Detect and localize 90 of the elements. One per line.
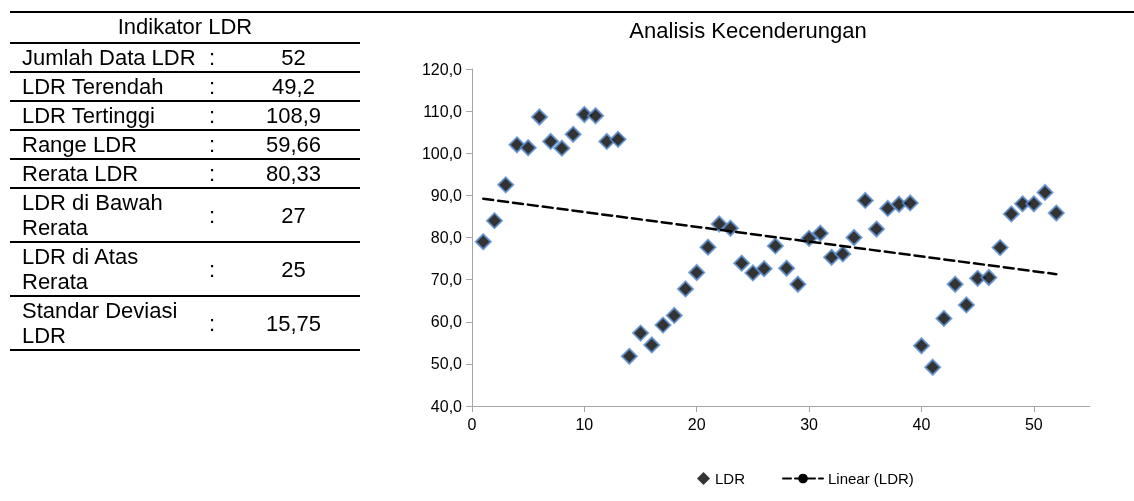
y-tick-label: 70,0 xyxy=(430,271,463,289)
category-label: LDR di Bawah Rerata xyxy=(10,188,197,242)
point xyxy=(766,237,784,255)
y-tick-label: 100,0 xyxy=(421,144,463,162)
x-tick-label: 50 xyxy=(1024,415,1043,433)
text: 25 xyxy=(281,256,306,282)
point xyxy=(587,107,605,125)
point xyxy=(778,259,796,277)
point xyxy=(1047,204,1065,222)
x-tick-label: 0 xyxy=(467,415,477,433)
point xyxy=(789,275,807,293)
text: 15,75 xyxy=(265,310,322,336)
point xyxy=(665,306,683,324)
category-label: Rerata LDR xyxy=(10,159,197,188)
point xyxy=(1025,195,1043,213)
x-tick-label: 40 xyxy=(912,415,931,433)
point xyxy=(474,233,492,251)
text: : xyxy=(208,74,216,99)
point xyxy=(609,130,627,148)
point xyxy=(721,219,739,237)
y-tick-label: 50,0 xyxy=(430,355,463,373)
point xyxy=(553,139,571,157)
text: : xyxy=(208,103,216,128)
point xyxy=(834,245,852,263)
point xyxy=(755,260,773,278)
point xyxy=(699,238,717,256)
legend-label: LDR xyxy=(715,470,746,487)
point xyxy=(1036,183,1054,201)
point xyxy=(811,224,829,242)
text: Indikator LDR xyxy=(10,12,360,43)
text: 27 xyxy=(281,202,306,228)
point xyxy=(598,132,616,150)
category-label: LDR Terendah xyxy=(10,72,197,101)
y-tick-label: 110,0 xyxy=(423,102,463,120)
point xyxy=(901,194,919,212)
point xyxy=(868,220,886,238)
text: 59,66 xyxy=(265,132,322,157)
category-label: Jumlah Data LDR xyxy=(10,43,197,72)
category-label: LDR Tertinggi xyxy=(10,101,197,130)
text: : xyxy=(208,132,216,157)
point xyxy=(935,309,953,327)
text: : xyxy=(208,310,216,336)
x-tick-label: 20 xyxy=(687,415,706,433)
text: 108,9 xyxy=(265,103,322,128)
point xyxy=(1002,205,1020,223)
point xyxy=(688,263,706,281)
point xyxy=(519,139,537,157)
text: 52 xyxy=(281,45,306,70)
point xyxy=(823,248,841,266)
point xyxy=(654,316,672,334)
point xyxy=(620,347,638,365)
text: : xyxy=(208,161,216,186)
point xyxy=(845,229,863,246)
text: 49,2 xyxy=(272,74,315,99)
point xyxy=(912,337,930,355)
category-label: Range LDR xyxy=(10,130,197,159)
point xyxy=(856,191,874,209)
text: : xyxy=(208,202,216,228)
text: 80,33 xyxy=(265,161,322,186)
category-label: Standar Deviasi LDR xyxy=(10,296,197,350)
point xyxy=(497,176,515,194)
point xyxy=(542,132,560,150)
point xyxy=(744,264,762,282)
chart-title: Analisis Kecenderungan xyxy=(629,17,867,43)
y-tick-label: 120,0 xyxy=(421,60,463,78)
point xyxy=(508,136,526,154)
point xyxy=(980,269,998,287)
point xyxy=(879,199,897,217)
point xyxy=(991,239,1009,257)
y-tick-label: 90,0 xyxy=(430,186,463,204)
point xyxy=(733,254,751,272)
point xyxy=(946,275,964,293)
y-tick-label: 80,0 xyxy=(430,229,463,246)
text: : xyxy=(197,43,227,72)
legend-label: Linear (LDR) xyxy=(828,470,914,487)
y-tick-label: 60,0 xyxy=(430,313,463,331)
x-tick-label: 10 xyxy=(575,415,594,433)
category-label: LDR di Atas Rerata xyxy=(10,242,197,296)
x-tick-label: 30 xyxy=(800,415,819,433)
point xyxy=(564,125,582,143)
point xyxy=(643,336,661,354)
y-tick-label: 40,0 xyxy=(430,397,463,415)
point xyxy=(890,195,908,213)
point xyxy=(957,296,975,314)
text: : xyxy=(208,256,216,282)
point xyxy=(530,108,548,126)
point xyxy=(924,358,942,376)
point xyxy=(632,324,650,342)
point xyxy=(676,280,694,298)
point xyxy=(485,212,503,230)
